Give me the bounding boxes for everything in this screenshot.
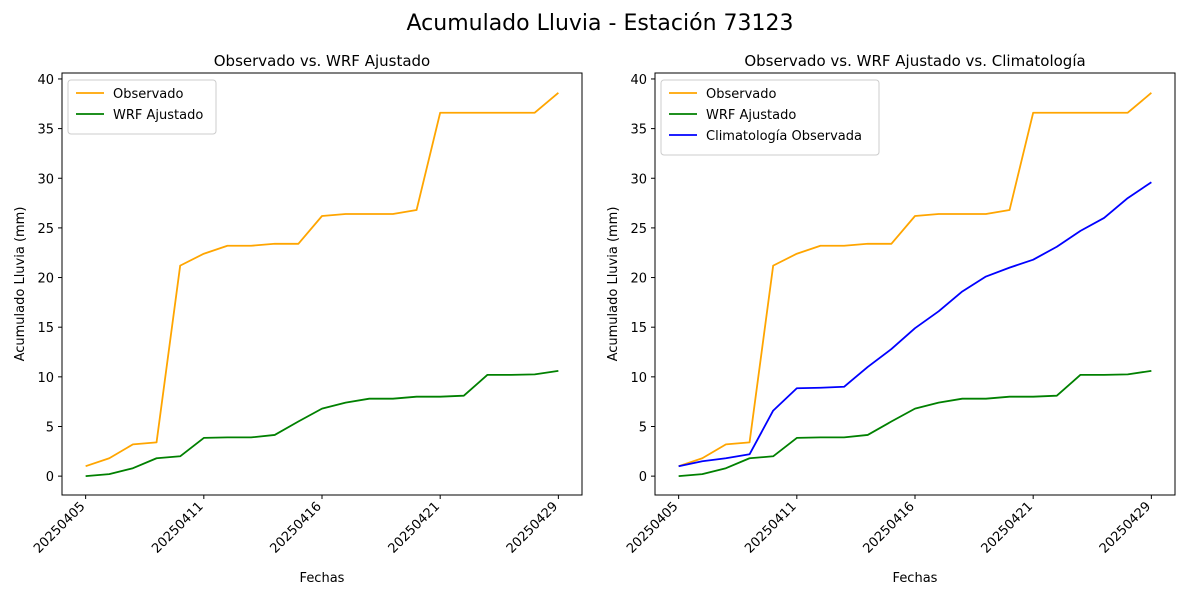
y-tick-label: 5 xyxy=(46,420,54,435)
x-tick-label: 20250405 xyxy=(31,499,88,556)
y-tick-label: 25 xyxy=(630,222,647,237)
x-tick-label: 20250416 xyxy=(267,499,324,556)
legend-entry: WRF Ajustado xyxy=(706,108,796,123)
legend-box xyxy=(660,79,880,156)
chart-right: Observado vs. WRF Ajustado vs. Climatolo… xyxy=(606,52,1176,586)
chart-title: Observado vs. WRF Ajustado xyxy=(214,52,430,70)
y-axis-label: Acumulado Lluvia (mm) xyxy=(606,207,621,362)
y-tick-label: 30 xyxy=(630,172,647,187)
legend-box xyxy=(67,79,217,135)
series-line-wrf-ajustado xyxy=(85,369,559,478)
series-line-observado xyxy=(678,92,1152,468)
y-tick-label: 15 xyxy=(37,321,54,336)
series-line-wrf-ajustado xyxy=(678,369,1152,478)
figure-suptitle: Acumulado Lluvia - Estación 73123 xyxy=(407,11,794,36)
x-tick-label: 20250405 xyxy=(624,499,681,556)
x-tick-label: 20250411 xyxy=(742,499,799,556)
y-tick-label: 35 xyxy=(37,123,54,138)
x-axis-label: Fechas xyxy=(893,571,938,586)
legend-entry: Observado xyxy=(113,87,184,102)
x-tick-label: 20250421 xyxy=(386,499,443,556)
x-tick-label: 20250416 xyxy=(860,499,917,556)
x-tick-label: 20250411 xyxy=(149,499,206,556)
y-tick-label: 0 xyxy=(639,470,647,485)
y-tick-label: 40 xyxy=(630,73,647,88)
y-tick-label: 30 xyxy=(37,172,54,187)
y-tick-label: 0 xyxy=(46,470,54,485)
y-tick-label: 20 xyxy=(630,272,647,287)
y-tick-label: 10 xyxy=(630,371,647,386)
chart-left: Observado vs. WRF Ajustado 0 5 10 15 20 25 30 35… xyxy=(13,52,583,586)
y-tick-label: 15 xyxy=(630,321,647,336)
y-tick-label: 25 xyxy=(37,222,54,237)
y-tick-label: 40 xyxy=(37,73,54,88)
x-tick-label: 20250421 xyxy=(979,499,1036,556)
y-tick-label: 10 xyxy=(37,371,54,386)
y-tick-label: 5 xyxy=(639,420,647,435)
y-axis-label: Acumulado Lluvia (mm) xyxy=(13,207,28,362)
legend-entry: Observado xyxy=(706,87,777,102)
chart-title: Observado vs. WRF Ajustado vs. Climatolo… xyxy=(744,52,1085,70)
series-line-climatología-observada xyxy=(678,181,1152,468)
x-axis-label: Fechas xyxy=(300,571,345,586)
legend-entry: Climatología Observada xyxy=(706,129,862,144)
x-tick-label: 20250429 xyxy=(504,499,561,556)
y-tick-label: 20 xyxy=(37,272,54,287)
x-tick-label: 20250429 xyxy=(1097,499,1154,556)
series-line-observado xyxy=(85,92,559,468)
legend-entry: WRF Ajustado xyxy=(113,108,203,123)
y-tick-label: 35 xyxy=(630,123,647,138)
plot-frame xyxy=(61,72,583,496)
